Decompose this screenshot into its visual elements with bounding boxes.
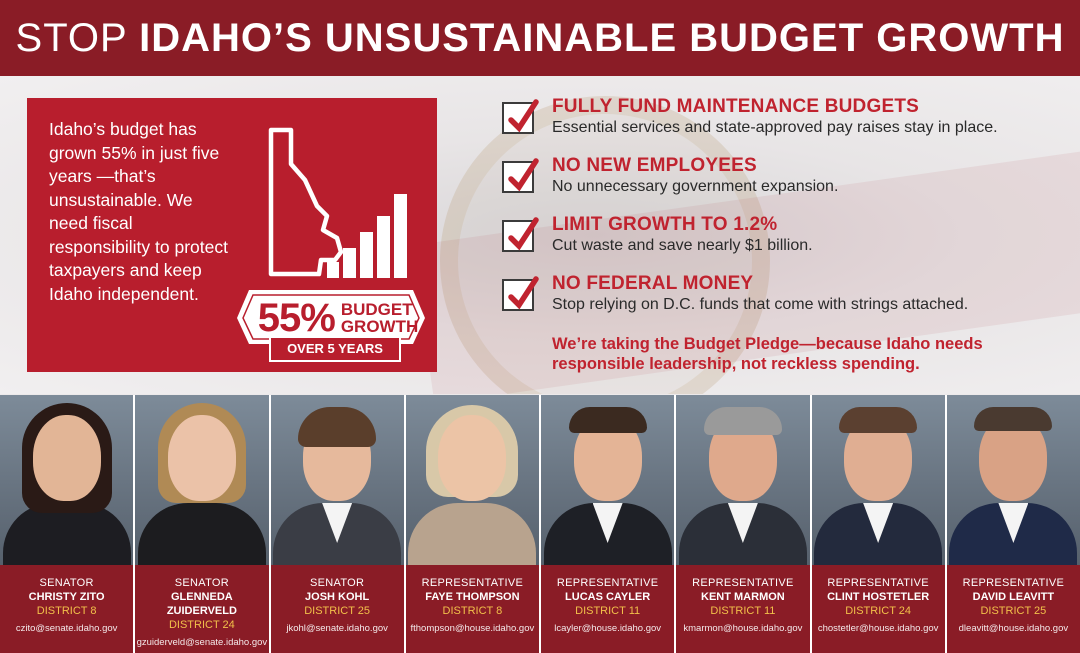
legislator-name: JOSH KOHL xyxy=(305,591,370,603)
legislator-role: REPRESENTATIVE xyxy=(962,577,1065,589)
legislator-email[interactable]: lcayler@house.idaho.gov xyxy=(554,623,662,634)
legislator-card: REPRESENTATIVE LUCAS CAYLER DISTRICT 11 … xyxy=(541,395,675,653)
legislator-email[interactable]: czito@senate.idaho.gov xyxy=(15,623,118,634)
headline: STOP IDAHO’S UNSUSTAINABLE BUDGET GROWTH xyxy=(16,16,1065,61)
badge-subtitle: OVER 5 YEARS xyxy=(269,336,401,362)
portrait-photo xyxy=(270,395,404,565)
legislator-email[interactable]: kmarmon@house.idaho.gov xyxy=(683,623,803,634)
badge-line1: BUDGET xyxy=(340,300,413,319)
legislator-email[interactable]: dleavitt@house.idaho.gov xyxy=(958,623,1069,634)
legislator-district: DISTRICT 8 xyxy=(442,605,503,617)
portrait-photo xyxy=(0,395,134,565)
legislator-role: REPRESENTATIVE xyxy=(556,577,659,589)
portrait-photo xyxy=(135,395,269,565)
legislator-info: REPRESENTATIVE DAVID LEAVITT DISTRICT 25… xyxy=(946,565,1080,653)
legislator-card: REPRESENTATIVE DAVID LEAVITT DISTRICT 25… xyxy=(946,395,1080,653)
legislator-role: SENATOR xyxy=(309,577,365,589)
legislator-info: REPRESENTATIVE FAYE THOMPSON DISTRICT 8 … xyxy=(405,565,539,653)
legislator-card: SENATOR GLENNEDA ZUIDERVELD DISTRICT 24 … xyxy=(135,395,269,653)
checklist-item: NO NEW EMPLOYEES No unnecessary governme… xyxy=(502,155,1062,214)
checklist-desc: Stop relying on D.C. funds that come wit… xyxy=(552,296,969,313)
legislator-role: REPRESENTATIVE xyxy=(421,577,524,589)
checkbox-checked-icon xyxy=(502,217,539,252)
legislator-card: SENATOR CHRISTY ZITO DISTRICT 8 czito@se… xyxy=(0,395,134,653)
legislator-info: REPRESENTATIVE LUCAS CAYLER DISTRICT 11 … xyxy=(541,565,675,653)
legislator-email[interactable]: jkohl@senate.idaho.gov xyxy=(286,623,388,634)
portrait-photo xyxy=(541,395,675,565)
legislator-card: SENATOR JOSH KOHL DISTRICT 25 jkohl@sena… xyxy=(270,395,404,653)
checklist-item: FULLY FUND MAINTENANCE BUDGETS Essential… xyxy=(502,96,1062,155)
checklist-title: NO FEDERAL MONEY xyxy=(552,273,754,294)
legislator-info: REPRESENTATIVE KENT MARMON DISTRICT 11 k… xyxy=(676,565,810,653)
badge: 55% BUDGET GROWTH xyxy=(244,290,432,346)
legislator-district: DISTRICT 25 xyxy=(980,605,1047,617)
legislator-info: SENATOR GLENNEDA ZUIDERVELD DISTRICT 24 … xyxy=(135,565,269,653)
legislator-role: REPRESENTATIVE xyxy=(827,577,929,589)
checklist-item: LIMIT GROWTH TO 1.2% Cut waste and save … xyxy=(502,214,1062,273)
checkbox-checked-icon xyxy=(502,276,539,311)
headline-stop: STOP xyxy=(15,15,127,60)
legislator-role: REPRESENTATIVE xyxy=(692,577,794,589)
legislator-district: DISTRICT 24 xyxy=(845,605,912,617)
legislators-row: SENATOR CHRISTY ZITO DISTRICT 8 czito@se… xyxy=(0,395,1080,653)
legislator-name: GLENNEDA ZUIDERVELD xyxy=(166,591,237,617)
legislator-district: DISTRICT 11 xyxy=(710,605,776,617)
legislator-district: DISTRICT 8 xyxy=(36,605,97,617)
legislator-email[interactable]: chostetler@house.idaho.gov xyxy=(817,623,939,634)
badge-shape xyxy=(237,290,425,344)
legislator-email[interactable]: fthompson@house.idaho.gov xyxy=(410,623,535,634)
headline-main: IDAHO’S UNSUSTAINABLE BUDGET GROWTH xyxy=(139,15,1065,60)
pledge-statement: We’re taking the Budget Pledge—because I… xyxy=(552,335,983,373)
legislator-name: CHRISTY ZITO xyxy=(28,591,105,603)
checklist-desc: Essential services and state-approved pa… xyxy=(552,119,998,136)
legislator-card: REPRESENTATIVE CLINT HOSTETLER DISTRICT … xyxy=(811,395,945,653)
legislator-district: DISTRICT 24 xyxy=(168,619,235,631)
legislator-district: DISTRICT 25 xyxy=(304,605,371,617)
legislator-name: LUCAS CAYLER xyxy=(565,591,651,603)
checklist-title: FULLY FUND MAINTENANCE BUDGETS xyxy=(552,96,920,117)
checklist-desc: Cut waste and save nearly $1 billion. xyxy=(552,237,813,254)
legislator-role: SENATOR xyxy=(174,577,229,589)
legislator-info: SENATOR CHRISTY ZITO DISTRICT 8 czito@se… xyxy=(0,565,134,653)
legislator-info: SENATOR JOSH KOHL DISTRICT 25 jkohl@sena… xyxy=(270,565,404,653)
badge-percent: 55% xyxy=(257,296,336,340)
portrait-photo xyxy=(405,395,539,565)
legislator-name: KENT MARMON xyxy=(701,591,785,603)
legislator-name: CLINT HOSTETLER xyxy=(827,591,930,603)
legislator-info: REPRESENTATIVE CLINT HOSTETLER DISTRICT … xyxy=(811,565,945,653)
checklist-item: NO FEDERAL MONEY Stop relying on D.C. fu… xyxy=(502,273,1062,332)
budget-callout: Idaho’s budget has grown 55% in just fiv… xyxy=(27,98,437,372)
badge-label: BUDGET GROWTH xyxy=(341,301,418,335)
badge-line2: GROWTH xyxy=(340,317,419,336)
checklist-title: NO NEW EMPLOYEES xyxy=(552,155,757,176)
checkbox-checked-icon xyxy=(502,158,539,193)
checklist-title: LIMIT GROWTH TO 1.2% xyxy=(552,214,778,235)
legislator-email[interactable]: gzuiderveld@senate.idaho.gov xyxy=(136,637,268,648)
legislator-district: DISTRICT 11 xyxy=(575,605,641,617)
legislator-name: DAVID LEAVITT xyxy=(972,591,1055,603)
portrait-photo xyxy=(676,395,810,565)
checkbox-checked-icon xyxy=(502,99,539,134)
legislator-card: REPRESENTATIVE FAYE THOMPSON DISTRICT 8 … xyxy=(405,395,539,653)
pledge-checklist: FULLY FUND MAINTENANCE BUDGETS Essential… xyxy=(502,96,1062,373)
checklist-desc: No unnecessary government expansion. xyxy=(552,178,839,195)
legislator-card: REPRESENTATIVE KENT MARMON DISTRICT 11 k… xyxy=(676,395,810,653)
legislator-role: SENATOR xyxy=(39,577,94,589)
lead-text: Idaho’s budget has grown 55% in just fiv… xyxy=(49,119,228,304)
legislator-name: FAYE THOMPSON xyxy=(425,591,520,603)
portrait-photo xyxy=(811,395,945,565)
header-banner: STOP IDAHO’S UNSUSTAINABLE BUDGET GROWTH xyxy=(0,0,1080,76)
portrait-photo xyxy=(946,395,1080,565)
